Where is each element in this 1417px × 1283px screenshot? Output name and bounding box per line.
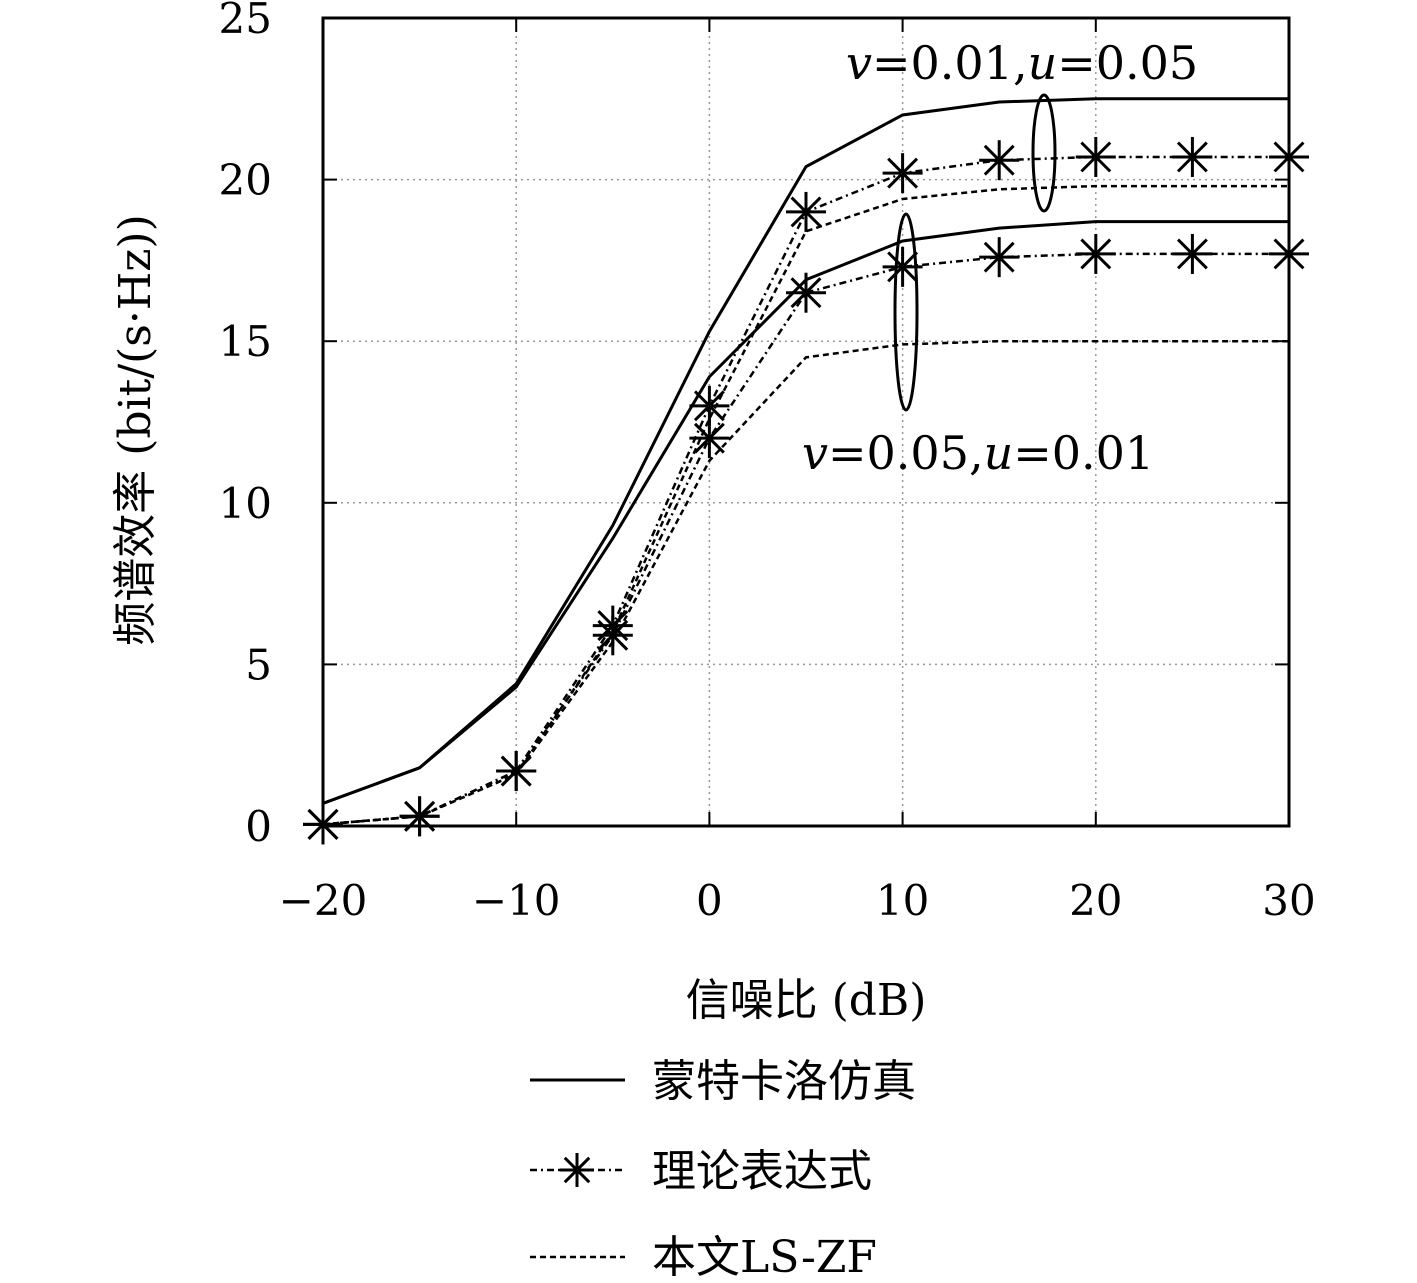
plot-frame xyxy=(321,16,1291,828)
star-marker-lower xyxy=(786,272,826,313)
annotation-lower-v: v xyxy=(802,426,828,480)
annotation-lower: v=0.05,u=0.01 xyxy=(802,426,1154,480)
star-marker-lower xyxy=(1172,233,1213,274)
star-marker-upper xyxy=(979,140,1020,181)
legend-label-ls-zf: 本文LS-ZF xyxy=(652,1232,877,1283)
star-marker-lower xyxy=(689,418,730,459)
x-tick-label: 20 xyxy=(1069,876,1122,925)
legend-star-marker xyxy=(560,1153,594,1187)
y-tick-labels: 0 5 10 15 20 25 xyxy=(219,0,272,851)
x-tick-label: −10 xyxy=(472,876,561,925)
x-tick-label: 0 xyxy=(696,876,723,925)
y-tick-label: 20 xyxy=(219,156,272,205)
annotation-upper-u: u xyxy=(1028,36,1058,90)
x-tick-label: −20 xyxy=(279,876,368,925)
star-marker-lower xyxy=(399,796,440,837)
annotation-upper-rest1: =0.01, xyxy=(872,36,1028,90)
x-axis-label: 信噪比 (dB) xyxy=(686,975,927,1026)
annotation-lower-rest1: =0.05, xyxy=(828,426,984,480)
y-tick-label: 25 xyxy=(219,0,272,43)
legend: 蒙特卡洛仿真 理论表达式 本文LS-ZF xyxy=(530,1056,916,1283)
legend-label-theory: 理论表达式 xyxy=(652,1146,872,1197)
y-axis-label: 频谱效率 (bit/(s·Hz)) xyxy=(110,214,161,646)
series-line-monte-carlo-upper xyxy=(322,97,1289,805)
annotation-lower-rest2: =0.01 xyxy=(1013,426,1154,480)
star-marker-lower xyxy=(592,615,633,656)
annotation-upper-rest2: =0.05 xyxy=(1057,36,1198,90)
y-tick-label: 0 xyxy=(245,802,272,851)
y-tick-label: 10 xyxy=(219,479,272,528)
annotation-lower-u: u xyxy=(984,426,1014,480)
star-marker-upper xyxy=(689,385,730,426)
star-marker-upper xyxy=(1172,136,1213,177)
series-line-theory-lower xyxy=(322,252,1289,826)
star-marker-upper xyxy=(786,191,826,232)
star-marker-lower xyxy=(979,237,1020,278)
y-tick-label: 5 xyxy=(245,640,272,689)
star-marker-lower xyxy=(1075,233,1116,274)
annotation-upper-v: v xyxy=(846,36,872,90)
axis-ticks xyxy=(322,17,1290,827)
x-tick-labels: −20 −10 0 10 20 30 xyxy=(279,876,1316,925)
star-marker-upper xyxy=(1075,136,1116,177)
legend-label-monte-carlo: 蒙特卡洛仿真 xyxy=(652,1056,916,1107)
x-tick-label: 10 xyxy=(876,876,929,925)
x-tick-label: 30 xyxy=(1262,876,1315,925)
star-marker-upper xyxy=(882,153,923,194)
lower-group-ellipse xyxy=(893,212,919,412)
legend-star xyxy=(560,1153,594,1187)
annotation-upper: v=0.01,u=0.05 xyxy=(846,36,1198,90)
upper-group-ellipse xyxy=(1031,93,1057,213)
star-marker-lower xyxy=(496,751,537,792)
series-line-ls-zf-lower xyxy=(322,339,1289,826)
y-tick-label: 15 xyxy=(219,317,272,366)
